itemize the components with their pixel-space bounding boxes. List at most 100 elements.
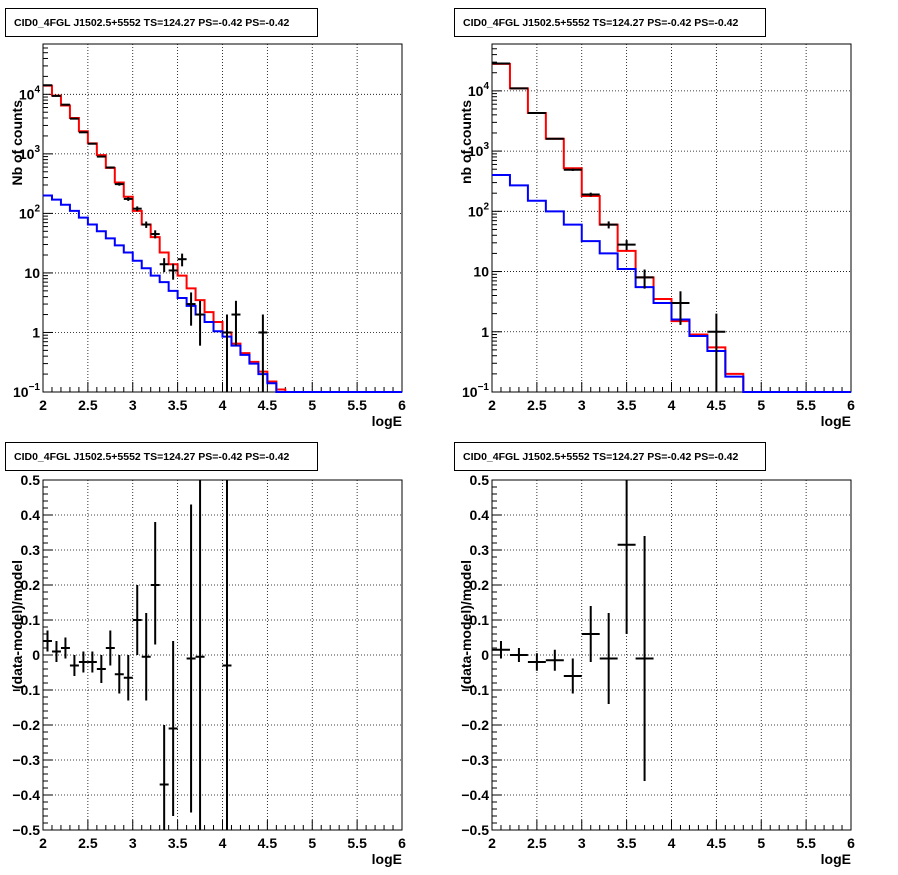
- y-tick-label: −0.2: [12, 717, 40, 733]
- x-tick-label: 5.5: [347, 397, 367, 413]
- x-tick-label: 3.5: [168, 397, 188, 413]
- data-point: [69, 117, 79, 120]
- y-tick-label: 0.5: [21, 472, 41, 488]
- y-tick-label: −0.1: [461, 682, 489, 698]
- data-point: [599, 613, 618, 704]
- data-point: [87, 142, 97, 145]
- data-point: [581, 192, 600, 197]
- data-point: [43, 630, 52, 652]
- x-tick-label: 5.5: [347, 835, 367, 851]
- y-tick-label: 0.2: [470, 577, 490, 593]
- x-tick-label: 6: [398, 397, 406, 413]
- data-point: [186, 504, 196, 813]
- data-point: [51, 641, 61, 662]
- y-tick-label: 1: [32, 324, 40, 340]
- title-box: [454, 442, 766, 471]
- data-point: [581, 606, 600, 662]
- y-axis-label: (data-model)/model: [458, 560, 474, 689]
- data-point: [707, 313, 726, 392]
- data-point: [563, 658, 582, 694]
- title-box: [5, 442, 318, 471]
- y-tick-label: −0.1: [12, 682, 40, 698]
- x-tick-label: 3.5: [168, 835, 188, 851]
- data-point: [527, 111, 546, 114]
- y-tick-label: 103: [468, 141, 490, 159]
- x-axis-label: logE: [372, 851, 402, 867]
- y-tick-label: 0: [481, 647, 489, 663]
- x-tick-label: 2: [39, 397, 47, 413]
- data-point: [96, 155, 106, 158]
- histogram-series-2: [43, 194, 402, 393]
- x-tick-label: 5: [308, 397, 316, 413]
- x-tick-label: 3: [578, 397, 586, 413]
- y-tick-label: 102: [468, 201, 490, 219]
- y-tick-label: 10: [473, 264, 489, 280]
- y-tick-label: 0.4: [470, 507, 490, 523]
- y-axis-label: Nb of counts: [9, 100, 25, 186]
- data-point: [563, 168, 582, 171]
- panel-3: CID0_4FGL J1502.5+5552 TS=124.27 PS=-0.4…: [5, 442, 406, 867]
- data-point: [132, 206, 142, 212]
- panel-title: CID0_4FGL J1502.5+5552 TS=124.27 PS=-0.4…: [14, 17, 289, 29]
- panel-4: CID0_4FGL J1502.5+5552 TS=124.27 PS=-0.4…: [454, 442, 855, 867]
- x-tick-label: 5.5: [796, 835, 816, 851]
- x-tick-label: 4: [668, 835, 676, 851]
- data-point: [105, 166, 115, 169]
- title-box: [454, 8, 766, 37]
- data-point: [222, 314, 232, 392]
- y-tick-label: 10−1: [13, 382, 40, 400]
- y-tick-label: −0.3: [12, 752, 40, 768]
- x-tick-label: 2.5: [78, 397, 98, 413]
- data-point: [159, 725, 169, 830]
- data-point: [96, 655, 106, 683]
- y-tick-label: 102: [19, 203, 41, 221]
- data-point: [195, 300, 205, 346]
- data-point: [159, 258, 169, 273]
- y-axis-label: nb of counts: [458, 100, 474, 184]
- x-tick-label: 6: [847, 397, 855, 413]
- x-tick-label: 2: [39, 835, 47, 851]
- y-tick-label: −0.5: [461, 822, 489, 838]
- x-tick-label: 2: [488, 835, 496, 851]
- x-tick-label: 3: [129, 397, 137, 413]
- data-point: [51, 94, 61, 97]
- data-point: [141, 613, 151, 701]
- x-tick-label: 2.5: [527, 835, 547, 851]
- data-point: [150, 230, 160, 239]
- x-axis-label: logE: [821, 851, 851, 867]
- y-tick-label: −0.2: [461, 717, 489, 733]
- data-point: [195, 480, 205, 830]
- data-point: [635, 269, 654, 289]
- x-tick-label: 3.5: [617, 835, 637, 851]
- y-axis-label: (data-model)/model: [9, 560, 25, 689]
- data-point: [545, 137, 564, 140]
- x-tick-label: 6: [847, 835, 855, 851]
- y-tick-label: 0.3: [21, 542, 41, 558]
- y-tick-label: 0.4: [21, 507, 41, 523]
- data-point: [545, 649, 564, 671]
- data-point: [168, 641, 178, 816]
- x-tick-label: 4.5: [707, 397, 727, 413]
- x-tick-label: 4.5: [258, 397, 278, 413]
- data-point: [617, 240, 636, 251]
- x-axis-label: logE: [821, 413, 851, 429]
- histogram-series-2: [492, 174, 851, 393]
- data-point: [60, 103, 70, 106]
- y-tick-label: 0.1: [21, 612, 41, 628]
- y-tick-label: 0.2: [21, 577, 41, 593]
- data-point: [168, 263, 178, 280]
- data-point: [527, 653, 546, 671]
- data-point: [132, 585, 142, 655]
- data-point: [222, 480, 232, 830]
- x-tick-label: 3: [578, 835, 586, 851]
- data-point: [617, 480, 636, 634]
- y-tick-label: 0.5: [470, 472, 490, 488]
- x-tick-label: 3: [129, 835, 137, 851]
- y-tick-label: 10−1: [462, 382, 489, 400]
- panel-1: CID0_4FGL J1502.5+5552 TS=124.27 PS=-0.4…: [5, 8, 406, 429]
- panel-title: CID0_4FGL J1502.5+5552 TS=124.27 PS=-0.4…: [463, 17, 738, 29]
- data-point: [150, 522, 160, 645]
- y-tick-label: 104: [19, 84, 41, 102]
- x-tick-label: 4: [219, 397, 227, 413]
